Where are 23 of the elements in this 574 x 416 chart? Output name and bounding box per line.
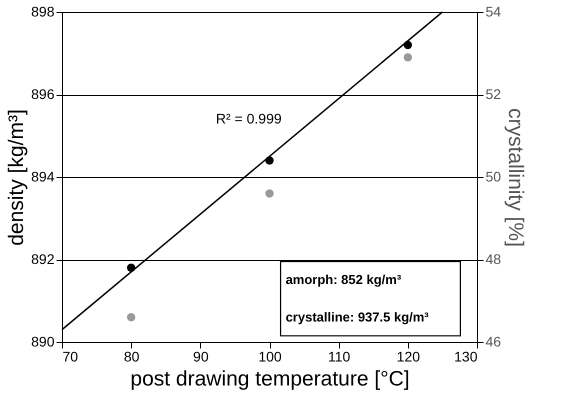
x-tick-label: 120 [396, 348, 420, 364]
y-tick-label: 890 [31, 334, 55, 350]
x-axis-title: post drawing temperature [°C] [130, 368, 410, 390]
x-tick-label: 130 [454, 348, 478, 364]
y2-tick-label: 54 [486, 4, 502, 20]
y-tick-label: 898 [31, 4, 55, 20]
y-tick-label: 894 [31, 168, 55, 184]
y2-axis-title: crystallinity [%] [504, 108, 528, 247]
x-tick-label: 70 [62, 348, 78, 364]
y2-tick-label: 46 [486, 334, 502, 350]
annotation: crystalline: 937.5 kg/m³ [286, 309, 430, 324]
annotation: R² = 0.999 [216, 110, 282, 126]
x-tick-label: 100 [258, 348, 282, 364]
y2-tick-label: 48 [486, 251, 502, 267]
x-tick-label: 110 [328, 348, 351, 364]
x-tick-label: 80 [124, 348, 140, 364]
y-tick-label: 896 [31, 86, 55, 102]
y-tick-label: 892 [31, 251, 55, 267]
x-tick-label: 90 [193, 348, 209, 364]
y2-tick-label: 52 [486, 86, 502, 102]
annotation: amorph: 852 kg/m³ [286, 272, 402, 288]
y-axis-title: density [kg/m³] [5, 109, 28, 246]
y2-tick-label: 50 [486, 168, 502, 184]
